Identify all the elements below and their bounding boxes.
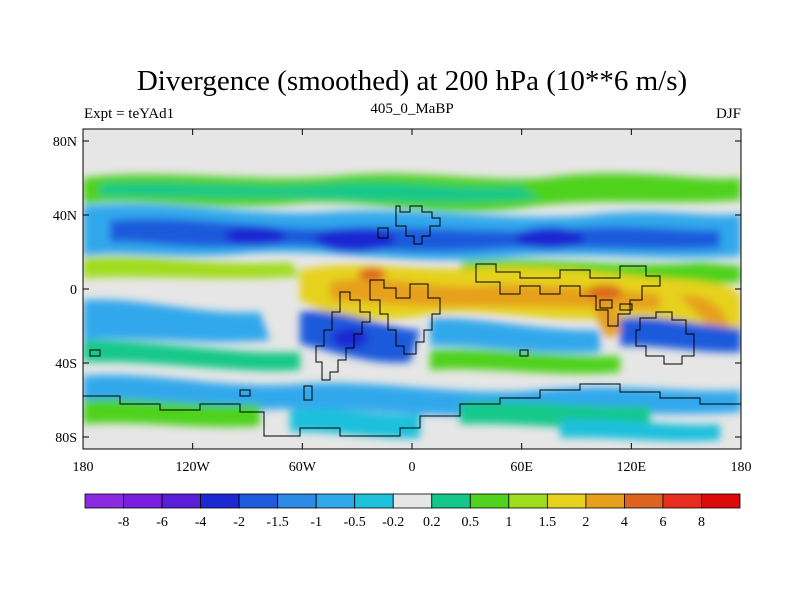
field-blob [290,408,420,439]
colorbar-label: 6 [659,515,666,530]
x-tick-label: 120E [617,460,647,475]
map-field [83,129,741,449]
coastline-australia [635,311,695,365]
colorbar-labels: -8 -6 -4 -2 -1.5 -1 -0.5 -0.2 0.2 0.5 1 1.5 2 4 6 8 [118,515,705,530]
colorbar-box [585,493,625,509]
colorbar-box [431,493,471,509]
coastline-africa-south [369,279,441,355]
x-tick-label: 180 [731,460,752,475]
colorbar-box [546,493,587,509]
colorbar-label: 8 [698,515,705,530]
colorbar-label: -8 [118,515,130,530]
field-blob [620,317,741,353]
colorbar-label: -4 [195,515,207,530]
coastline-asia [475,263,661,327]
x-tick-label: 60W [289,460,317,475]
field-blob [83,399,260,427]
y-tick-labels: 80N 40N 0 40S 80S [53,135,77,446]
field-blob [593,299,621,338]
field-blob [100,182,540,203]
x-tick-label: 120W [176,460,211,475]
coastlines [83,205,741,437]
x-tick-label: 60E [510,460,533,475]
y-tick-label: 40S [55,357,77,372]
colorbar-box [662,493,702,509]
field-blob [332,328,368,348]
field-blob [358,268,386,280]
colorbar-box [277,493,317,509]
coastline-iberia [377,227,389,239]
coastline-pacific-islands [89,349,529,397]
colorbar-box [123,493,163,509]
x-tick-label: 180 [73,460,94,475]
y-tick-label: 80S [55,431,77,446]
colorbar-label: -6 [156,515,168,530]
colorbar-label: -2 [233,515,245,530]
colorbar-label: -1 [310,515,322,530]
colorbar [84,493,741,509]
coastline-africa [395,205,441,245]
field-blob [430,317,600,353]
colorbar-label: 0.5 [462,515,480,530]
x-tick-labels: 180 120W 60W 0 60E 120E 180 [73,460,752,475]
colorbar-box [315,493,356,509]
field-blob [516,227,584,249]
divergence-field [83,173,741,442]
field-blob [83,256,300,279]
y-tick-label: 80N [53,135,77,150]
colorbar-label: -0.5 [344,515,366,530]
field-blob [560,419,720,442]
colorbar-label: 1 [505,515,512,530]
y-tick-label: 0 [70,283,77,298]
colorbar-box [161,493,201,509]
colorbar-box [238,493,279,509]
colorbar-label: 2 [582,515,589,530]
field-blob [225,226,285,246]
colorbar-box [469,493,510,509]
colorbar-box [624,493,664,509]
subtitle-right: DJF [716,106,741,122]
field-blob [83,299,270,342]
subtitle-center: 405_0_MaBP [370,101,453,117]
field-blob [83,340,300,371]
coastline-antarctica [83,383,741,437]
colorbar-label: -0.2 [382,515,404,530]
colorbar-box [508,493,548,509]
colorbar-label: 0.2 [423,515,441,530]
colorbar-label: -1.5 [267,515,289,530]
field-blob [315,228,395,252]
x-tick-label: 0 [409,460,416,475]
colorbar-box [200,493,240,509]
colorbar-box [354,493,394,509]
coastline-south-america [315,291,371,381]
axes [82,129,742,449]
colorbar-label: 1.5 [539,515,557,530]
field-blob [680,295,730,334]
coastline-patagonia [303,385,313,401]
subtitle-left: Expt = teYAd1 [84,106,174,122]
field-blob [330,278,660,310]
colorbar-box [392,493,433,509]
field-blob [587,285,623,299]
y-tick-label: 40N [53,209,77,224]
chart-title: Divergence (smoothed) at 200 hPa (10**6 … [137,65,687,97]
field-blob [430,349,620,374]
coastline-indonesia [599,299,633,311]
colorbar-box [701,493,741,509]
colorbar-label: 4 [621,515,628,530]
colorbar-box [84,493,124,509]
